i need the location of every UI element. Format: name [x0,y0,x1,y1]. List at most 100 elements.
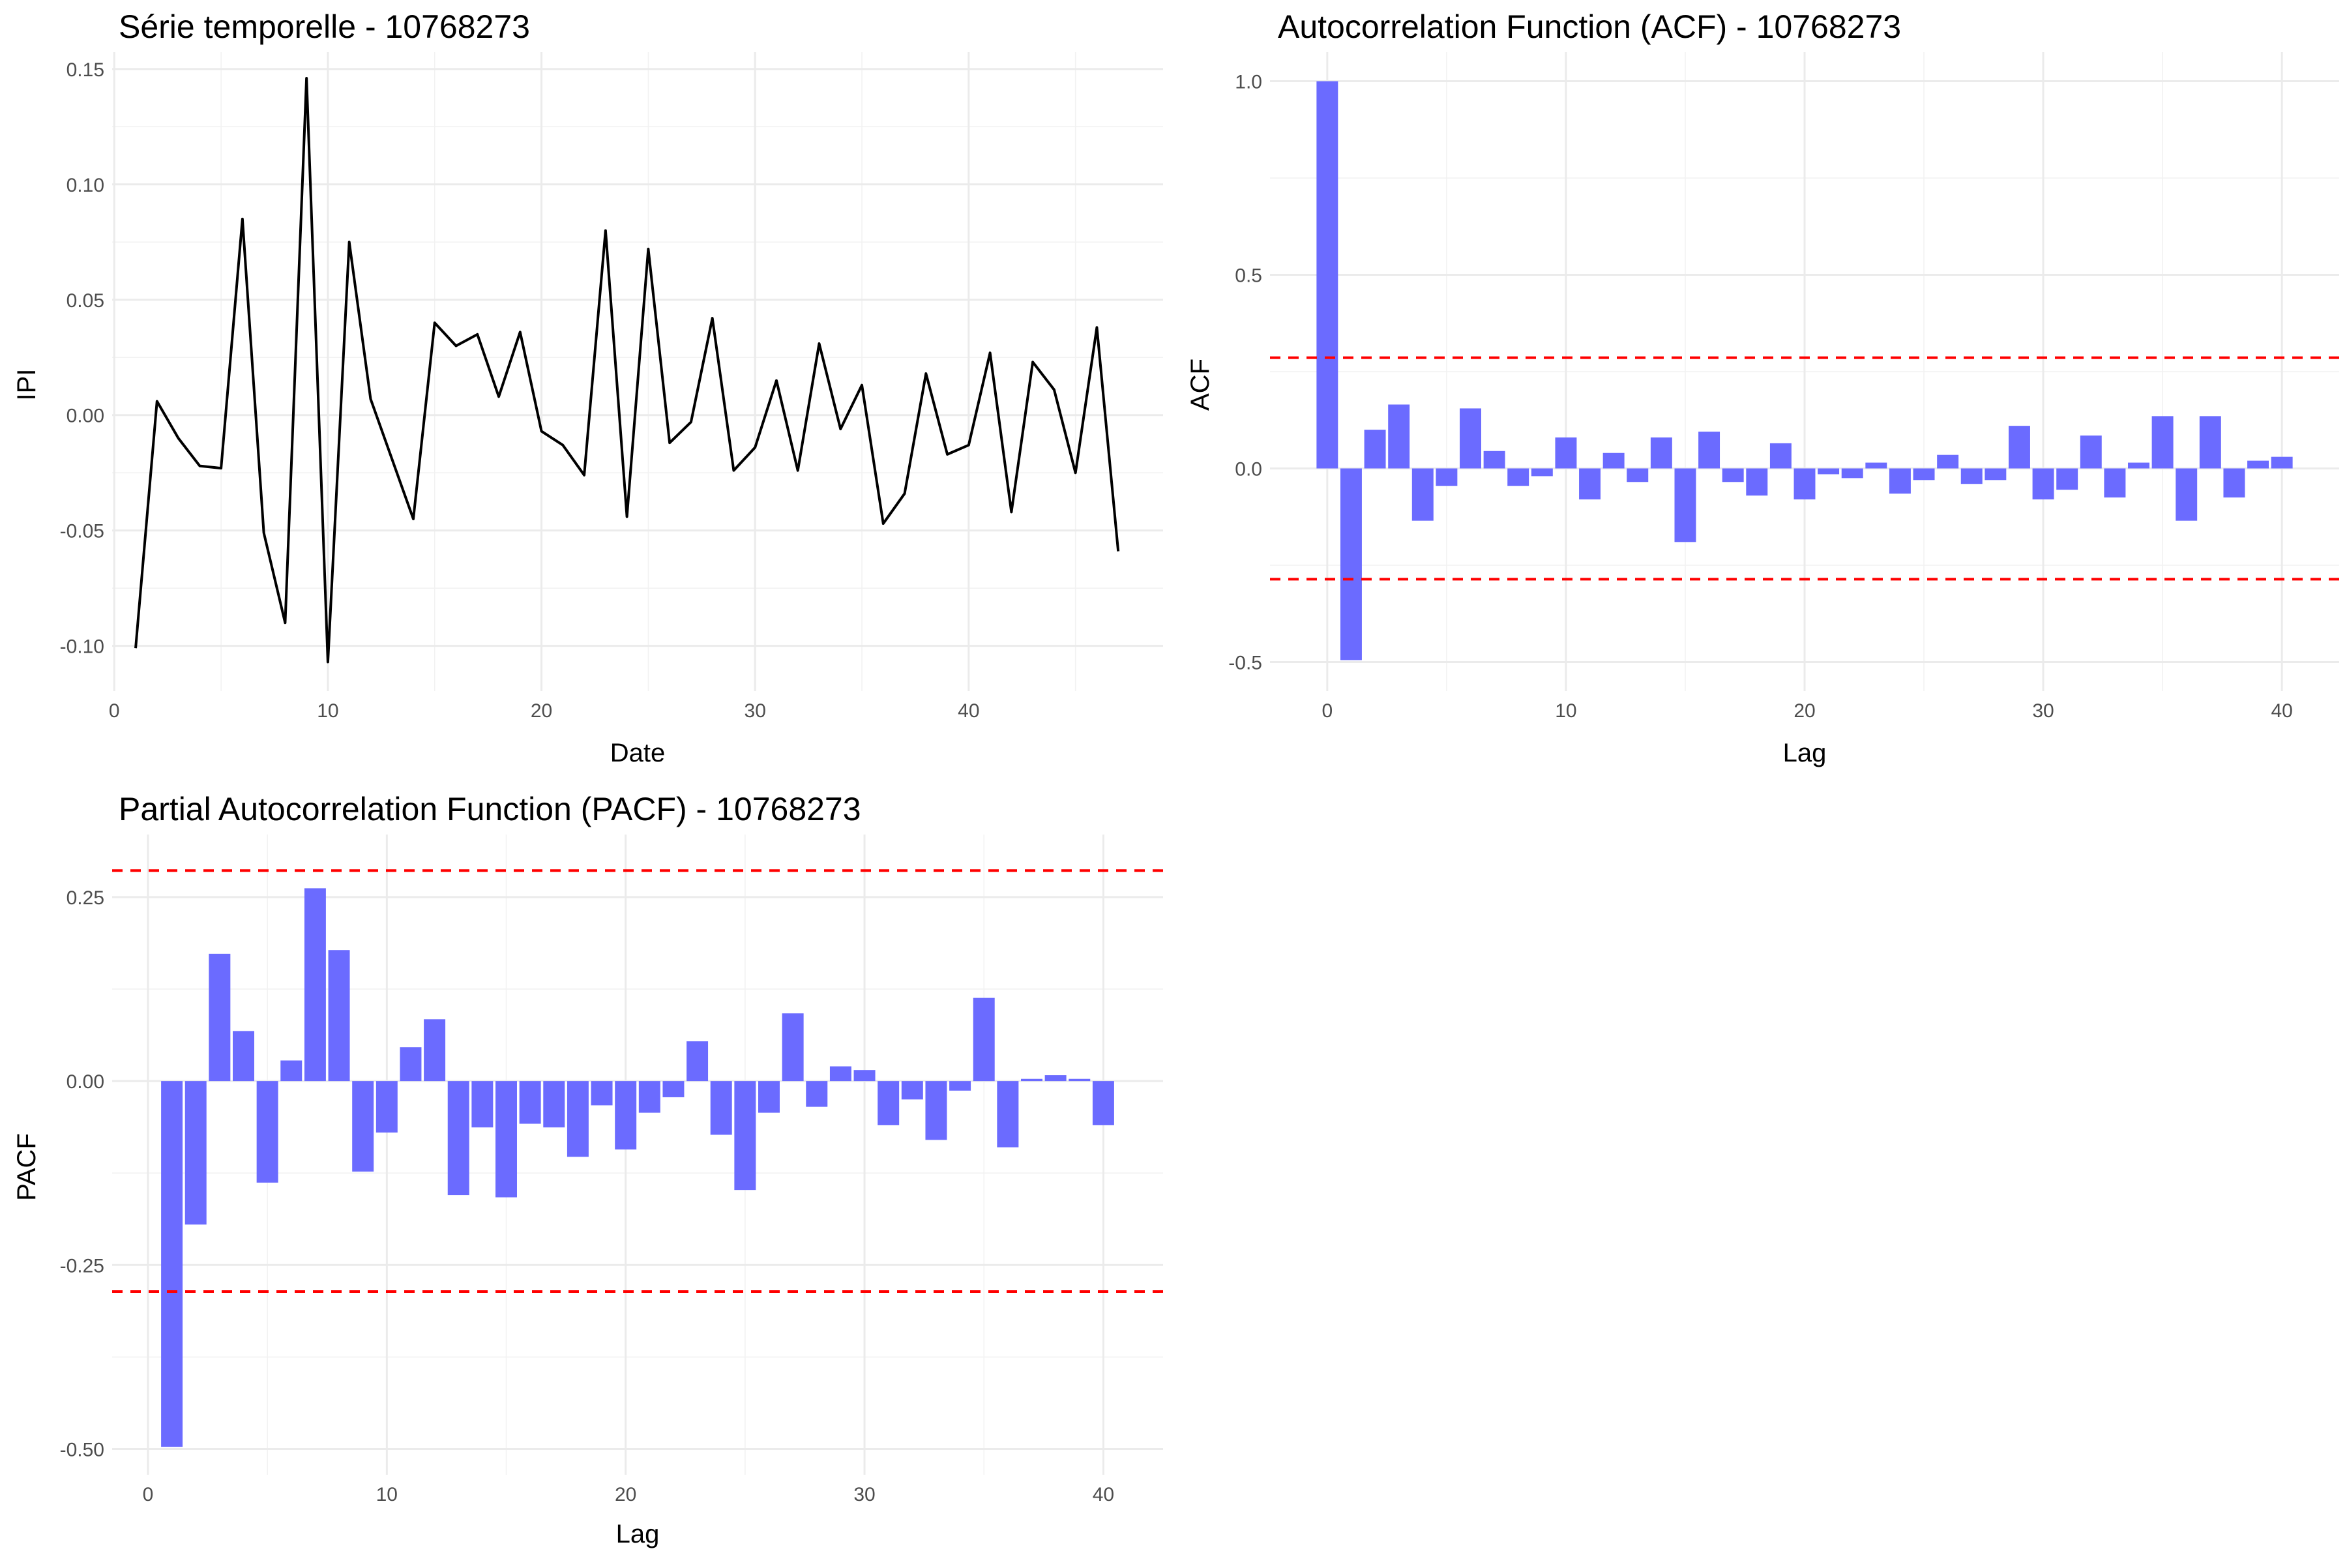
series-x-tick-label: 40 [958,700,979,722]
pacf-y-tick-label: -0.25 [60,1255,104,1277]
pacf-x-tick-label: 40 [1093,1484,1114,1505]
acf-bar [1698,432,1720,468]
acf-bar [1865,463,1887,469]
pacf-x-tick-label: 0 [143,1484,154,1505]
acf-bar [1937,455,1958,469]
pacf-bar [543,1081,565,1127]
series-x-ticks: 0 10 20 30 40 [109,700,980,722]
acf-bar [1388,404,1410,468]
pacf-bar [280,1061,302,1082]
pacf-bar [782,1013,804,1081]
acf-bar [2247,461,2269,469]
acf-bar [1436,468,1457,486]
pacf-y-tick-label: -0.50 [60,1439,104,1460]
pacf-bar [662,1081,684,1097]
acf-bar [1794,468,1816,499]
pacf-y-tick-label: 0.25 [66,887,104,909]
acf-bar [2056,468,2078,490]
series-xlabel: Date [610,739,666,767]
acf-bar [1531,468,1553,476]
acf-bar [1412,468,1434,520]
pacf-bar [448,1081,469,1195]
pacf-bar [471,1081,493,1127]
series-y-tick-label: 0.15 [66,59,104,81]
acf-xlabel: Lag [1783,739,1827,767]
acf-x-tick-label: 30 [2032,700,2054,722]
pacf-bar [686,1041,708,1081]
acf-bar [2033,468,2054,499]
series-y-tick-label: 0.10 [66,175,104,196]
series-x-tick-label: 30 [745,700,766,722]
pacf-bar [973,998,995,1082]
series-y-ticks: -0.10 -0.05 0.00 0.05 0.10 0.15 [60,59,104,658]
series-y-tick-label: -0.05 [60,521,104,542]
pacf-bar [806,1081,827,1107]
acf-bar [1651,437,1672,469]
pacf-x-tick-label: 20 [615,1484,636,1505]
pacf-bar [925,1081,947,1140]
series-x-tick-label: 0 [109,700,120,722]
series-y-tick-label: -0.10 [60,636,104,658]
pacf-panel: Partial Autocorrelation Function (PACF) … [12,791,1163,1548]
acf-y-tick-label: 1.0 [1235,72,1262,93]
acf-bar [1579,468,1601,499]
pacf-bar [209,954,230,1081]
acf-bar [2200,416,2221,468]
acf-bar [1555,437,1576,469]
pacf-bar [591,1081,613,1105]
series-x-tick-label: 10 [317,700,338,722]
acf-x-tick-label: 10 [1555,700,1576,722]
series-ylabel: IPI [12,369,41,401]
series-y-tick-label: 0.00 [66,406,104,427]
acf-bar [1365,430,1386,468]
pacf-title: Partial Autocorrelation Function (PACF) … [119,791,861,827]
acf-bar [1316,81,1338,469]
pacf-bar [495,1081,517,1197]
acf-x-tick-label: 40 [2271,700,2292,722]
acf-bar [1603,453,1625,469]
pacf-bar [233,1031,254,1081]
pacf-bar [376,1081,398,1132]
acf-panel: Autocorrelation Function (ACF) - 1076827… [1186,8,2339,767]
pacf-bar [257,1081,278,1183]
acf-bar [2080,436,2102,468]
pacf-bar [329,950,350,1081]
pacf-bar [997,1081,1018,1147]
acf-bar [1770,443,1792,469]
pacf-marks [112,870,1163,1447]
pacf-ylabel: PACF [12,1133,41,1201]
pacf-y-ticks: -0.50 -0.25 0.00 0.25 [60,887,104,1461]
acf-y-ticks: -0.50.00.51.0 [1228,72,1262,674]
acf-bar [1460,408,1481,468]
series-y-tick-label: 0.05 [66,290,104,312]
pacf-bar [758,1081,780,1113]
acf-grid [1270,52,2339,691]
acf-bar [1674,468,1696,542]
acf-bar [1818,468,1839,474]
acf-bar [1340,468,1362,660]
pacf-x-tick-label: 30 [853,1484,875,1505]
pacf-bar [639,1081,660,1113]
acf-ylabel: ACF [1186,359,1215,411]
series-line [136,78,1118,662]
series-x-tick-label: 20 [531,700,552,722]
pacf-bar [567,1081,589,1157]
acf-y-tick-label: 0.5 [1235,265,1262,287]
pacf-bar [185,1081,207,1224]
acf-bar [1746,468,1767,496]
acf-bar [1627,468,1648,482]
pacf-bar [949,1081,971,1091]
pacf-y-tick-label: 0.00 [66,1071,104,1093]
acf-bar [1842,468,1863,478]
acf-bar [2223,468,2245,497]
acf-bar [1961,468,1983,484]
acf-bar [1913,468,1935,480]
pacf-bar [1069,1079,1090,1081]
acf-bar [2152,416,2174,468]
pacf-bar [711,1081,732,1134]
pacf-bar [424,1019,445,1081]
